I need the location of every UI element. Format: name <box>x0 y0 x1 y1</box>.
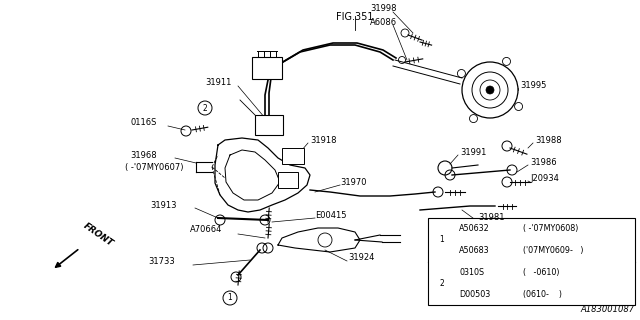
Text: FRONT: FRONT <box>82 221 115 248</box>
Text: A183001087: A183001087 <box>581 305 635 314</box>
Text: ('07MY0609-   ): ('07MY0609- ) <box>523 246 584 255</box>
Bar <box>428 218 635 305</box>
Text: 31998: 31998 <box>370 4 397 12</box>
Text: E00415: E00415 <box>315 211 346 220</box>
Text: 31968: 31968 <box>130 150 157 159</box>
Circle shape <box>486 86 494 94</box>
Text: 0310S: 0310S <box>459 268 484 277</box>
Text: 31981: 31981 <box>478 213 504 222</box>
Text: 31995: 31995 <box>520 81 547 90</box>
Text: 31913: 31913 <box>150 201 177 210</box>
Text: 31970: 31970 <box>340 178 367 187</box>
Text: 31733: 31733 <box>148 258 175 267</box>
Bar <box>282 148 304 164</box>
Text: 31991: 31991 <box>460 148 486 156</box>
Text: 31986: 31986 <box>530 157 557 166</box>
Text: A6086: A6086 <box>370 18 397 27</box>
Text: 31988: 31988 <box>535 135 562 145</box>
Text: J20934: J20934 <box>530 173 559 182</box>
Bar <box>278 172 298 188</box>
Text: A50683: A50683 <box>459 246 490 255</box>
Text: A50632: A50632 <box>459 224 490 233</box>
Text: D00503: D00503 <box>459 290 490 299</box>
Text: A70664: A70664 <box>190 226 222 235</box>
Text: 2: 2 <box>203 103 207 113</box>
Bar <box>252 57 282 79</box>
Text: 2: 2 <box>440 279 444 288</box>
Bar <box>255 115 283 135</box>
Text: FIG.351: FIG.351 <box>336 12 374 22</box>
Text: 1: 1 <box>228 293 232 302</box>
Text: ( -'07MY0607): ( -'07MY0607) <box>125 163 184 172</box>
Text: 31918: 31918 <box>310 135 337 145</box>
Text: (0610-    ): (0610- ) <box>523 290 562 299</box>
Text: 31911: 31911 <box>205 77 232 86</box>
Text: 31924: 31924 <box>348 253 374 262</box>
Text: (   -0610): ( -0610) <box>523 268 559 277</box>
Text: 0116S: 0116S <box>130 117 156 126</box>
Text: ( -'07MY0608): ( -'07MY0608) <box>523 224 579 233</box>
Text: 1: 1 <box>440 235 444 244</box>
